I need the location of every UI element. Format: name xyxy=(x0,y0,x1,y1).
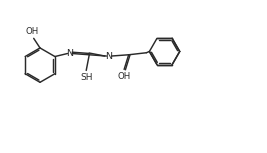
Text: OH: OH xyxy=(26,27,39,36)
Text: SH: SH xyxy=(80,73,92,82)
Text: N: N xyxy=(105,52,112,61)
Text: N: N xyxy=(66,49,73,58)
Text: OH: OH xyxy=(117,72,131,81)
